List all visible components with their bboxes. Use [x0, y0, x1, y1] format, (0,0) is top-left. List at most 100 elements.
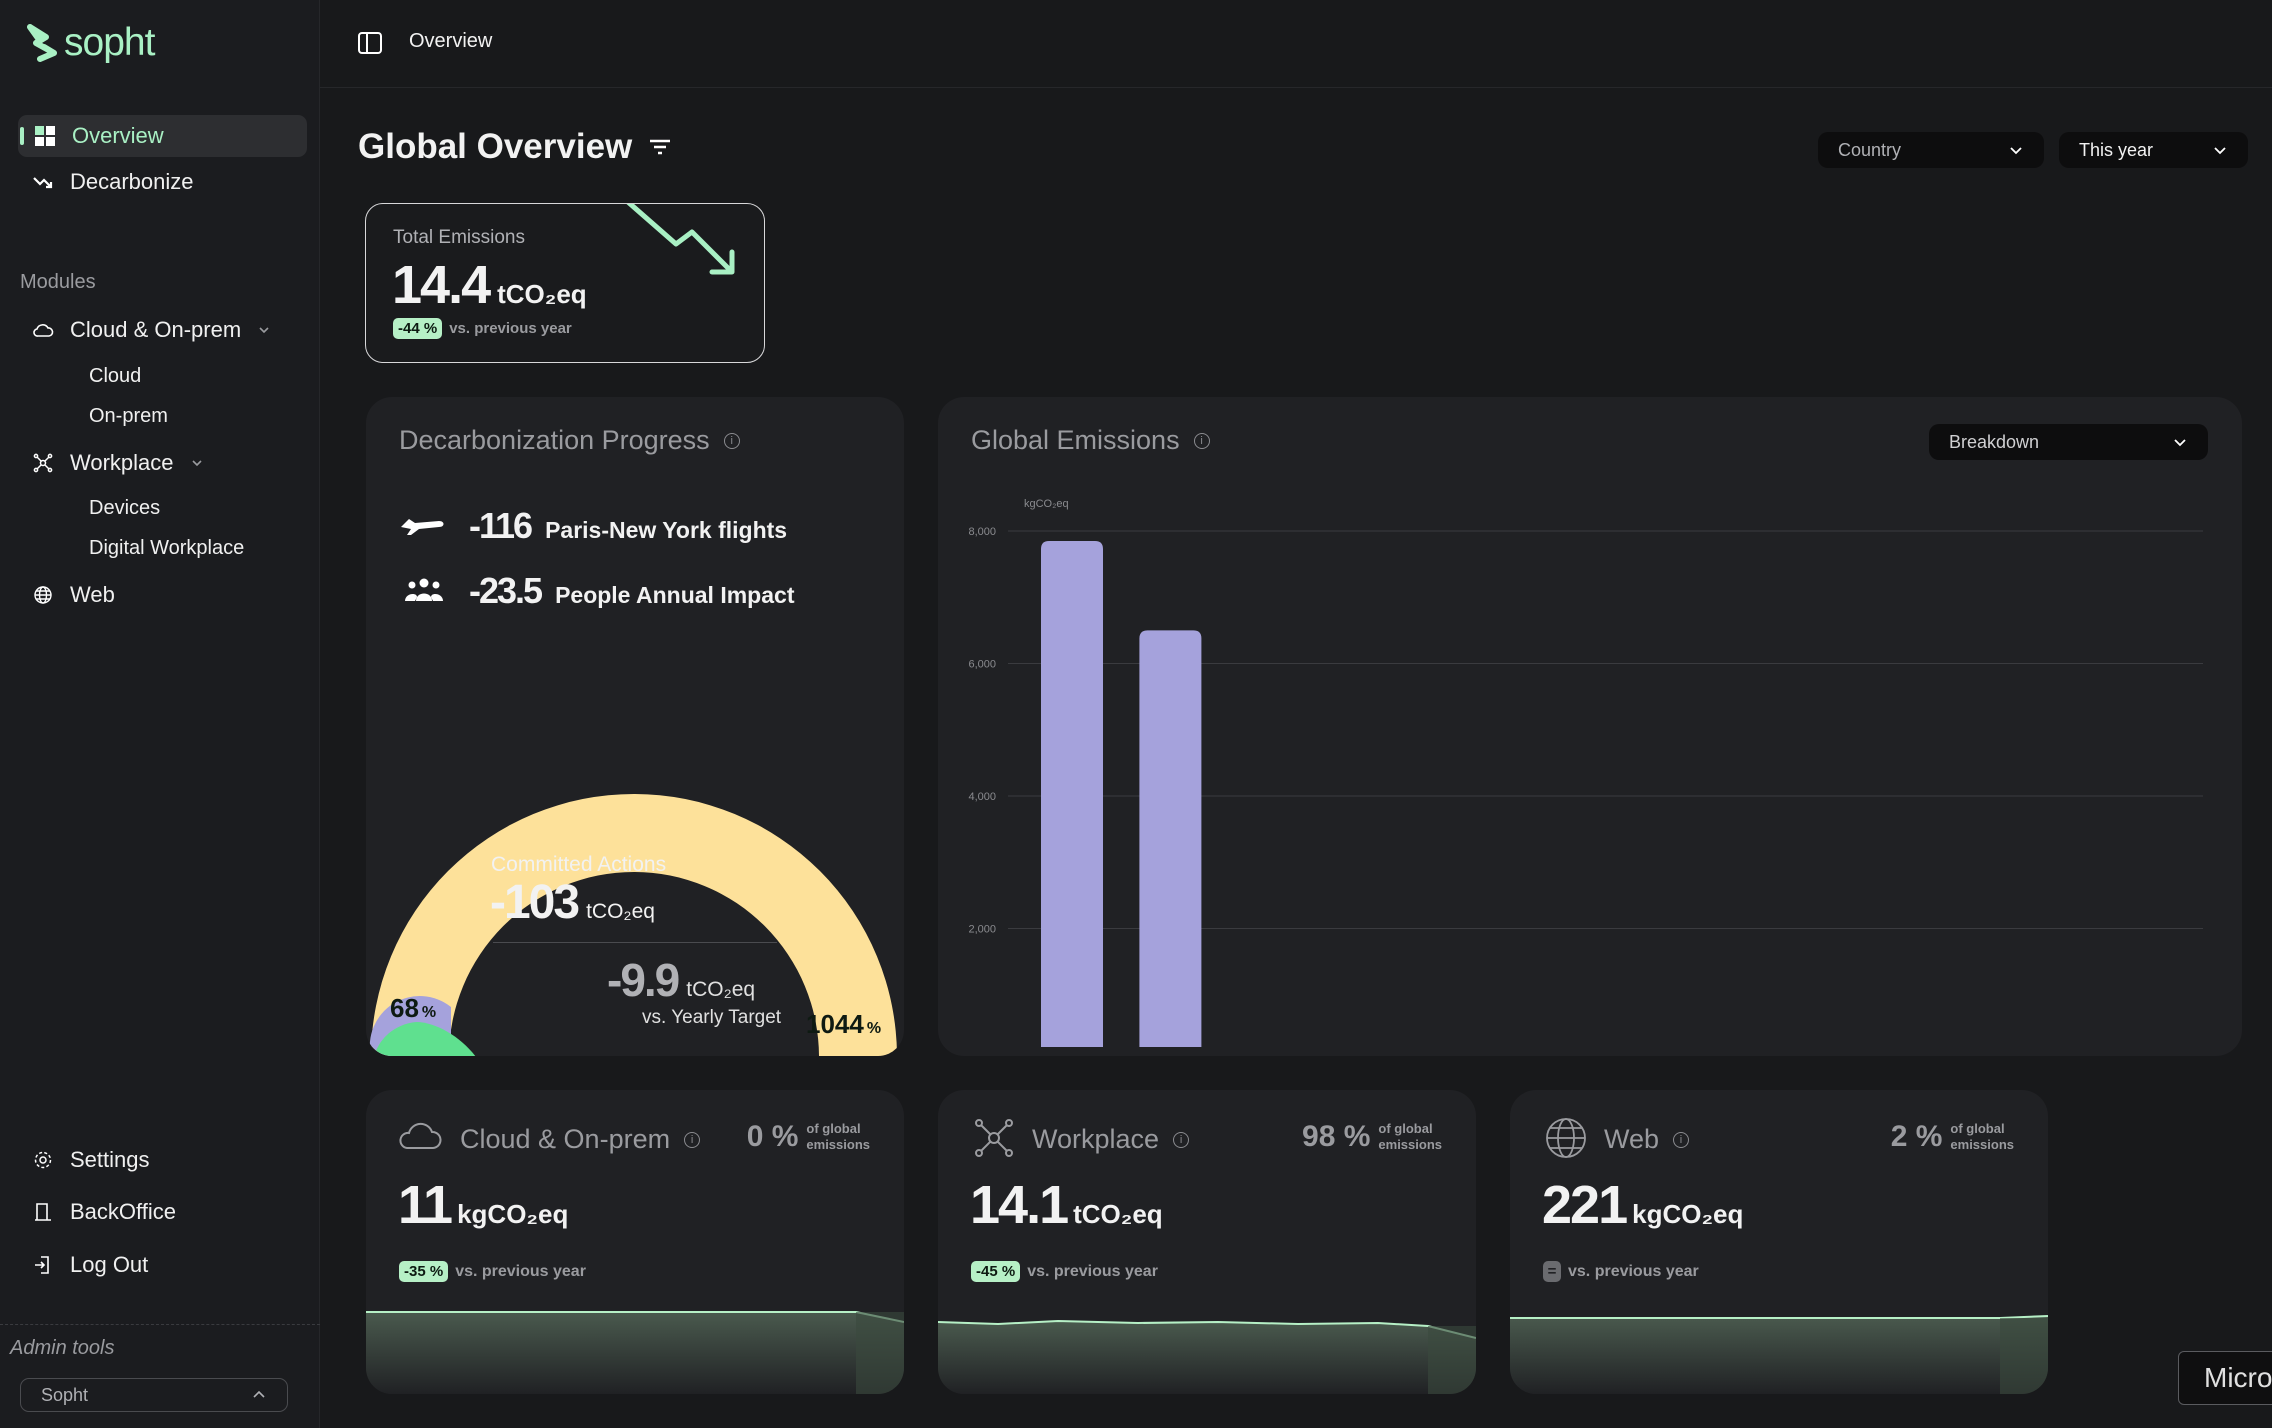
equivalent-flights: -116 Paris-New York flights — [469, 505, 787, 547]
sidebar-item-workplace[interactable]: Workplace — [18, 442, 307, 484]
period-select[interactable]: This year — [2059, 132, 2248, 168]
card-title: Decarbonization Progress — [399, 425, 710, 455]
info-icon[interactable]: i — [1173, 1131, 1190, 1148]
page-title: Global Overview — [358, 127, 633, 166]
change-badge: -35 % — [399, 1261, 449, 1282]
committed-value: -103 — [490, 876, 580, 929]
logout-icon — [35, 1256, 49, 1274]
globe-icon — [34, 586, 52, 604]
progress-pct-value: 68 — [390, 993, 419, 1023]
sidebar-item-label: BackOffice — [70, 1199, 176, 1224]
share-of-global: 0 % of global emissions — [747, 1120, 870, 1154]
module-card-workplace[interactable]: Workplace i 98 % of global emissions 14.1 tCO₂… — [938, 1090, 1476, 1394]
y-tick-label: 6,000 — [968, 659, 996, 671]
sidebar-item-overview[interactable]: Overview — [18, 115, 307, 157]
chevron-down-icon — [191, 460, 202, 467]
target-value-row: -9.9 tCO₂eq — [607, 953, 755, 1007]
sidebar-item-label: Web — [70, 582, 115, 607]
logo[interactable]: sopht — [26, 18, 155, 68]
sidebar: sopht Overview Decarbonize Modules Cloud… — [0, 0, 320, 1428]
filter-icon[interactable] — [648, 137, 672, 157]
sidebar-toggle-icon[interactable] — [357, 30, 383, 56]
sidebar-item-logout[interactable]: Log Out — [18, 1244, 307, 1286]
info-icon[interactable]: i — [684, 1131, 701, 1148]
module-value: 14.1 — [970, 1175, 1069, 1235]
sidebar-item-web[interactable]: Web — [18, 574, 307, 616]
sidebar-item-backoffice[interactable]: BackOffice — [18, 1191, 307, 1233]
module-unit: kgCO₂eq — [1632, 1199, 1744, 1229]
sidebar-item-cloud-on-prem[interactable]: Cloud & On-prem — [18, 309, 307, 351]
decarbonization-card: Decarbonization Progress i -116 Paris-Ne… — [366, 397, 904, 1056]
corner-popup[interactable]: Micro — [2178, 1351, 2272, 1405]
info-icon[interactable]: i — [1673, 1131, 1690, 1148]
share-note: of global — [806, 1121, 861, 1137]
modules-heading: Modules — [20, 271, 96, 293]
sidebar-item-cloud[interactable]: Cloud — [89, 364, 142, 387]
gauge-divider — [493, 942, 777, 943]
sidebar-item-decarbonize[interactable]: Decarbonize — [18, 161, 307, 203]
global-emissions-card: Global Emissions i Breakdown kgCO₂eq 02,… — [938, 397, 2242, 1056]
decarbonization-title-row: Decarbonization Progress i — [399, 425, 740, 456]
target-unit: tCO₂eq — [686, 978, 756, 1001]
plane-icon — [401, 519, 444, 535]
change-note: vs. previous year — [1568, 1262, 1699, 1280]
bar-feb[interactable] — [1139, 630, 1202, 1047]
global-emissions-title-row: Global Emissions i — [971, 425, 1210, 456]
grid-icon — [35, 126, 55, 146]
sidebar-item-settings[interactable]: Settings — [18, 1139, 307, 1181]
module-sparkline — [366, 1311, 904, 1394]
country-select[interactable]: Country — [1818, 132, 2044, 168]
equivalent-label: Paris-New York flights — [545, 517, 788, 543]
admin-divider — [0, 1324, 320, 1325]
sidebar-item-label: Overview — [72, 123, 164, 148]
module-card-web[interactable]: Web i 2 % of global emissions 221 kgCO₂eq = vs. … — [1510, 1090, 2048, 1394]
breakdown-select[interactable]: Breakdown — [1929, 424, 2208, 460]
total-emissions-card: Total Emissions 14.4 tCO₂eq -44 % vs. pr… — [365, 203, 765, 363]
sidebar-item-devices[interactable]: Devices — [89, 496, 161, 519]
y-tick-label: 4,000 — [968, 791, 996, 803]
logo-text: sopht — [64, 21, 155, 64]
module-sparkline — [938, 1319, 1476, 1394]
gauge-progress-arc — [374, 1022, 476, 1056]
bar-jan[interactable] — [1041, 540, 1103, 1047]
chart-bars — [1041, 540, 1202, 1047]
sidebar-item-label: Workplace — [70, 450, 174, 475]
share-note: emissions — [1950, 1137, 2014, 1152]
chevron-down-icon — [2010, 147, 2022, 155]
share-value: 98 % — [1302, 1120, 1371, 1153]
globe-icon — [1546, 1118, 1586, 1158]
module-change-row: -35 % vs. previous year — [399, 1261, 586, 1282]
module-sparkline — [1510, 1315, 2048, 1394]
info-icon[interactable]: i — [723, 432, 740, 449]
total-emissions-value: 14.4 — [392, 255, 491, 315]
change-badge: -45 % — [971, 1261, 1021, 1282]
module-value: 221 — [1542, 1175, 1628, 1235]
module-card-cloud-on-prem[interactable]: Cloud & On-prem i 0 % of global emissions 11 k… — [366, 1090, 904, 1394]
change-badge: = — [1543, 1261, 1561, 1282]
cloud-icon — [33, 324, 54, 337]
sidebar-item-digital-workplace[interactable]: Digital Workplace — [89, 536, 245, 559]
decarbonization-gauge — [369, 794, 897, 1056]
change-note: vs. previous year — [449, 320, 572, 337]
country-select-value: Country — [1838, 139, 1902, 160]
module-change-row: = vs. previous year — [1543, 1261, 1699, 1282]
card-title: Cloud & On-prem — [460, 1124, 671, 1154]
chevron-down-icon — [2174, 439, 2186, 447]
share-note: of global — [1950, 1121, 2005, 1137]
sidebar-item-label: Cloud & On-prem — [70, 317, 242, 342]
sidebar-item-on-prem[interactable]: On-prem — [89, 404, 168, 427]
total-emissions-unit: tCO₂eq — [497, 279, 587, 309]
change-note: vs. previous year — [455, 1262, 586, 1280]
share-value: 2 % — [1890, 1120, 1943, 1153]
change-badge: -44 % — [393, 318, 443, 339]
share-of-global: 98 % of global emissions — [1302, 1120, 1442, 1154]
card-title-row: Web i — [1604, 1124, 1690, 1155]
y-tick-label: 2,000 — [968, 924, 996, 936]
info-icon[interactable]: i — [1193, 432, 1210, 449]
progress-pct-sign: % — [421, 1004, 437, 1021]
admin-org-select[interactable]: Sopht — [20, 1378, 288, 1412]
topbar: Overview — [320, 0, 2272, 88]
sopht-logo-icon — [27, 24, 57, 62]
target-pct: 1044 % — [806, 1009, 881, 1040]
share-note: emissions — [1378, 1137, 1442, 1152]
